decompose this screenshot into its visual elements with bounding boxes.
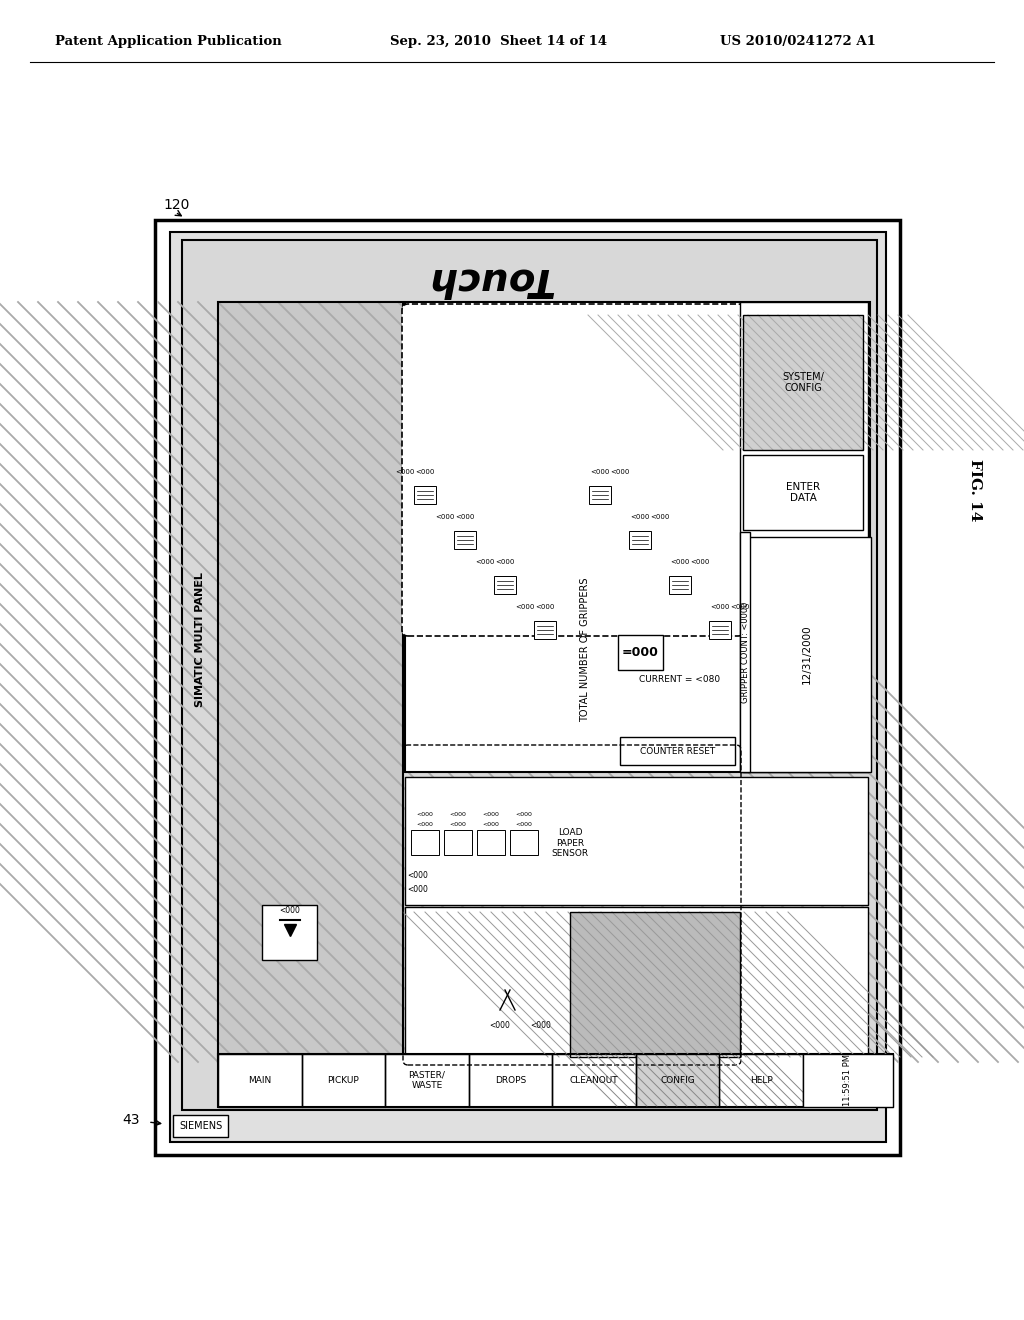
Text: <000: <000 [489, 1020, 510, 1030]
Text: =000: =000 [622, 647, 658, 660]
Text: <000: <000 [450, 822, 467, 828]
Text: <000: <000 [530, 1020, 552, 1030]
Bar [618, 635, 663, 671]
Bar [173, 1115, 228, 1137]
Text: <000: <000 [475, 558, 495, 565]
Text: <000: <000 [730, 605, 750, 610]
Text: PASTER/
WASTE: PASTER/ WASTE [409, 1071, 445, 1090]
Text: <000: <000 [671, 558, 690, 565]
Text: <000: <000 [482, 822, 500, 828]
Bar [620, 737, 735, 766]
Text: HELP: HELP [750, 1076, 772, 1085]
Bar [669, 577, 691, 594]
Text: <000: <000 [450, 812, 467, 817]
Text: Sep. 23, 2010  Sheet 14 of 14: Sep. 23, 2010 Sheet 14 of 14 [390, 36, 607, 49]
Bar [170, 232, 886, 1142]
Text: <000: <000 [395, 469, 415, 475]
Bar [218, 302, 403, 1063]
Text: <000: <000 [711, 605, 730, 610]
Bar [414, 486, 436, 504]
Text: <000: <000 [515, 605, 535, 610]
Bar [740, 302, 868, 772]
Text: FIG. 14: FIG. 14 [968, 459, 982, 521]
Text: <000: <000 [650, 513, 670, 520]
Text: CONFIG: CONFIG [660, 1076, 695, 1085]
Bar [570, 912, 740, 1057]
Text: <000: <000 [408, 886, 428, 895]
Bar [743, 315, 863, 450]
Bar [218, 1053, 893, 1107]
Text: US 2010/0241272 A1: US 2010/0241272 A1 [720, 36, 876, 49]
Text: LOAD
PAPER
SENSOR: LOAD PAPER SENSOR [552, 828, 589, 858]
Bar [709, 622, 731, 639]
Text: 120: 120 [163, 198, 189, 213]
Text: Patent Application Publication: Patent Application Publication [55, 36, 282, 49]
Text: <000: <000 [536, 605, 555, 610]
Text: <000: <000 [417, 812, 433, 817]
Bar [262, 906, 317, 960]
Bar [406, 907, 868, 1063]
Bar [477, 830, 505, 855]
Bar [570, 912, 740, 1057]
Text: <000: <000 [610, 469, 630, 475]
Text: <000: <000 [417, 822, 433, 828]
Text: <000: <000 [515, 822, 532, 828]
Bar [740, 532, 750, 772]
Bar [182, 240, 877, 1110]
Bar [444, 830, 472, 855]
Text: CLEANOUT: CLEANOUT [569, 1076, 618, 1085]
Text: TOTAL NUMBER OF GRIPPERS: TOTAL NUMBER OF GRIPPERS [580, 578, 590, 722]
Bar [385, 1053, 469, 1107]
Text: 12/31/2000: 12/31/2000 [802, 624, 812, 684]
Bar [510, 830, 538, 855]
Bar [636, 1053, 720, 1107]
Bar [406, 302, 870, 772]
Text: GRIPPER COUNT: <0000: GRIPPER COUNT: <0000 [740, 602, 750, 702]
Bar [803, 1053, 893, 1107]
Text: <000: <000 [690, 558, 710, 565]
Bar [411, 830, 439, 855]
Bar [218, 302, 403, 1063]
Bar [534, 622, 556, 639]
Text: <000: <000 [590, 469, 609, 475]
Bar [629, 531, 651, 549]
Bar [469, 1053, 552, 1107]
Text: <000: <000 [435, 513, 455, 520]
Text: PICKUP: PICKUP [328, 1076, 359, 1085]
Text: 43: 43 [123, 1113, 140, 1127]
Text: SIMATIC MULTI PANEL: SIMATIC MULTI PANEL [195, 573, 205, 708]
Text: SYSTEM/
CONFIG: SYSTEM/ CONFIG [782, 372, 824, 393]
Bar [743, 315, 863, 450]
FancyBboxPatch shape [402, 304, 744, 636]
Bar [552, 1053, 636, 1107]
Bar [743, 455, 863, 531]
Text: CURRENT = <080: CURRENT = <080 [639, 676, 721, 685]
Text: <000: <000 [280, 906, 300, 915]
Bar [454, 531, 476, 549]
Bar [218, 1053, 302, 1107]
Bar [589, 486, 611, 504]
Text: DROPS: DROPS [495, 1076, 526, 1085]
Bar [637, 1055, 719, 1106]
Text: MAIN: MAIN [248, 1076, 271, 1085]
Text: <000: <000 [631, 513, 649, 520]
Bar [155, 220, 900, 1155]
Bar [302, 1053, 385, 1107]
Text: <000: <000 [408, 870, 428, 879]
Text: <000: <000 [515, 812, 532, 817]
Bar [406, 777, 868, 906]
Text: SIEMENS: SIEMENS [179, 1121, 222, 1131]
Text: COUNTER RESET: COUNTER RESET [640, 747, 715, 755]
Bar [494, 577, 516, 594]
Text: <000: <000 [416, 469, 434, 475]
Bar [743, 537, 871, 772]
Text: Touch: Touch [427, 261, 553, 300]
Text: <000: <000 [482, 812, 500, 817]
Bar [720, 1053, 803, 1107]
Text: <000: <000 [456, 513, 475, 520]
Text: 11:59:51 PM: 11:59:51 PM [844, 1055, 853, 1106]
Text: ENTER
DATA: ENTER DATA [786, 482, 820, 503]
Text: <000: <000 [496, 558, 515, 565]
